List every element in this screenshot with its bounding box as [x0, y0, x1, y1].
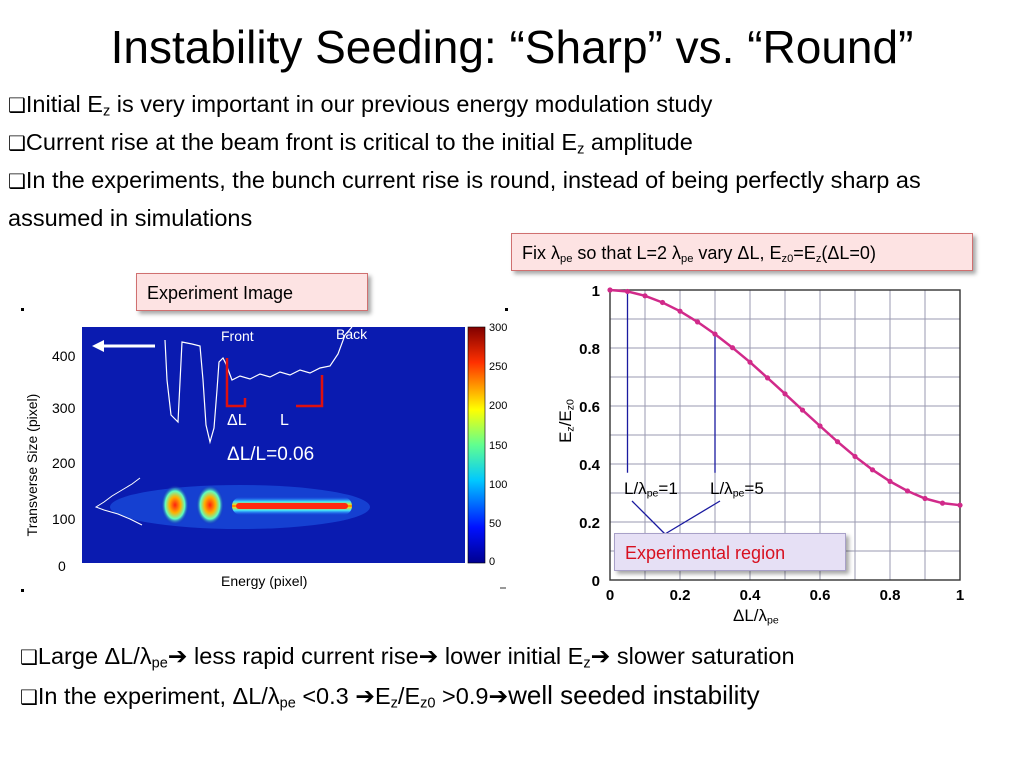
y-tick: 0 — [58, 558, 66, 574]
colorbar-tick: 200 — [489, 400, 508, 412]
checkbox-bullet-icon: ❑ — [8, 169, 26, 193]
x-tick-label: 0.6 — [810, 587, 831, 604]
checkbox-bullet-icon: ❑ — [20, 685, 38, 709]
data-point — [729, 345, 736, 351]
back-label: Back — [336, 326, 368, 342]
slide-title: Instability Seeding: “Sharp” vs. “Round” — [110, 21, 914, 73]
data-point — [922, 495, 928, 502]
bullet-item: ❑Current rise at the beam front is criti… — [8, 129, 693, 158]
ez-chart-svg: 0 0.2 0.4 0.6 0.8 1 0 0.2 0.4 0.6 0.8 1 — [579, 283, 964, 604]
colorbar-tick: 0 — [489, 556, 496, 568]
data-point — [904, 488, 911, 494]
ez-chart: 0 0.2 0.4 0.6 0.8 1 0 0.2 0.4 0.6 0.8 1 Ez/Ez0 ΔL/λ… — [540, 276, 980, 638]
experimental-region-box: Experimental region — [614, 533, 846, 571]
checkbox-bullet-icon: ❑ — [8, 131, 26, 155]
data-point — [764, 375, 771, 381]
parameter-note-box: Fix λpe so that L=2 λpe vary ΔL, Ez0=Ez(… — [511, 233, 973, 271]
data-point — [624, 288, 631, 295]
y-tick-label: 0.4 — [579, 457, 601, 474]
y-tick: 100 — [52, 511, 76, 527]
l-label: L — [280, 412, 289, 429]
region-pointer — [664, 500, 721, 535]
delta-l-label: ΔL — [227, 412, 247, 429]
data-point — [852, 453, 858, 460]
data-point — [607, 287, 613, 293]
experiment-figure: Front Back ΔL L ΔL/L=0.06 400 300 200 10… — [0, 300, 520, 600]
data-point — [694, 319, 701, 325]
data-point — [939, 500, 946, 506]
x-tick-label: 0 — [606, 587, 614, 604]
experiment-y-axis-label: Transverse Size (pixel) — [24, 393, 40, 537]
bullet-item: ❑In the experiments, the bunch current r… — [8, 167, 921, 231]
colorbar-tick: 50 — [489, 518, 502, 530]
right-arrow-icon: ➔ — [418, 643, 439, 669]
y-tick-label: 0 — [592, 573, 600, 590]
y-tick-label: 1 — [592, 283, 600, 300]
colorbar-tick: 100 — [489, 479, 508, 491]
checkbox-bullet-icon: ❑ — [20, 645, 38, 669]
y-tick: 300 — [52, 400, 76, 416]
data-point — [747, 359, 753, 365]
experiment-image-label-box: Experiment Image — [136, 273, 368, 311]
right-arrow-icon: ➔ — [167, 643, 188, 669]
front-label: Front — [221, 328, 254, 344]
experiment-image — [21, 308, 508, 592]
x-tick-label: 1 — [956, 587, 964, 604]
data-point — [659, 299, 666, 306]
data-point — [957, 502, 963, 508]
x-tick-label: 0.4 — [740, 587, 762, 604]
bullet-item: ❑Initial Ez is very important in our pre… — [8, 91, 713, 120]
data-point — [712, 331, 718, 337]
data-point — [817, 423, 823, 429]
bullet-list: ❑Initial Ez is very important in our pre… — [8, 86, 1018, 237]
right-arrow-icon: ➔ — [590, 643, 611, 669]
x-tick-label: 0.8 — [880, 587, 901, 604]
marker-label-5: L/λpe=5 — [710, 479, 764, 500]
y-tick: 200 — [52, 455, 76, 471]
y-tick-label: 0.6 — [579, 399, 600, 416]
y-tick-label: 0.2 — [579, 515, 600, 532]
y-tick: 400 — [52, 348, 76, 364]
data-point — [642, 293, 648, 299]
experiment-x-axis-label: Energy (pixel) — [221, 573, 308, 589]
y-tick-label: 0.8 — [579, 341, 600, 358]
chart-x-axis-label: ΔL/λpe — [733, 606, 779, 627]
data-point — [887, 478, 893, 484]
data-point — [834, 439, 841, 445]
conclusion-line-2: ❑In the experiment, ΔL/λpe <0.3 ➔Ez/Ez0 … — [20, 680, 760, 712]
data-point — [782, 391, 788, 397]
x-tick-label: 0.2 — [670, 587, 691, 604]
data-point — [799, 407, 806, 413]
colorbar-tick: 300 — [489, 322, 508, 334]
colorbar-tick: 250 — [489, 361, 508, 373]
plot-frame — [609, 289, 961, 581]
data-point — [677, 308, 683, 314]
chart-y-axis-label: Ez/Ez0 — [556, 399, 577, 443]
right-arrow-icon: ➔ — [488, 683, 509, 709]
region-pointer — [631, 500, 666, 535]
right-arrow-icon: ➔ — [355, 683, 375, 709]
checkbox-bullet-icon: ❑ — [8, 93, 26, 117]
data-point — [869, 467, 876, 473]
ratio-label: ΔL/L=0.06 — [227, 444, 315, 465]
conclusion-line-1: ❑Large ΔL/λpe➔ less rapid current rise➔ … — [20, 643, 795, 672]
colorbar-tick: 150 — [489, 440, 508, 452]
marker-label-1: L/λpe=1 — [624, 479, 678, 500]
